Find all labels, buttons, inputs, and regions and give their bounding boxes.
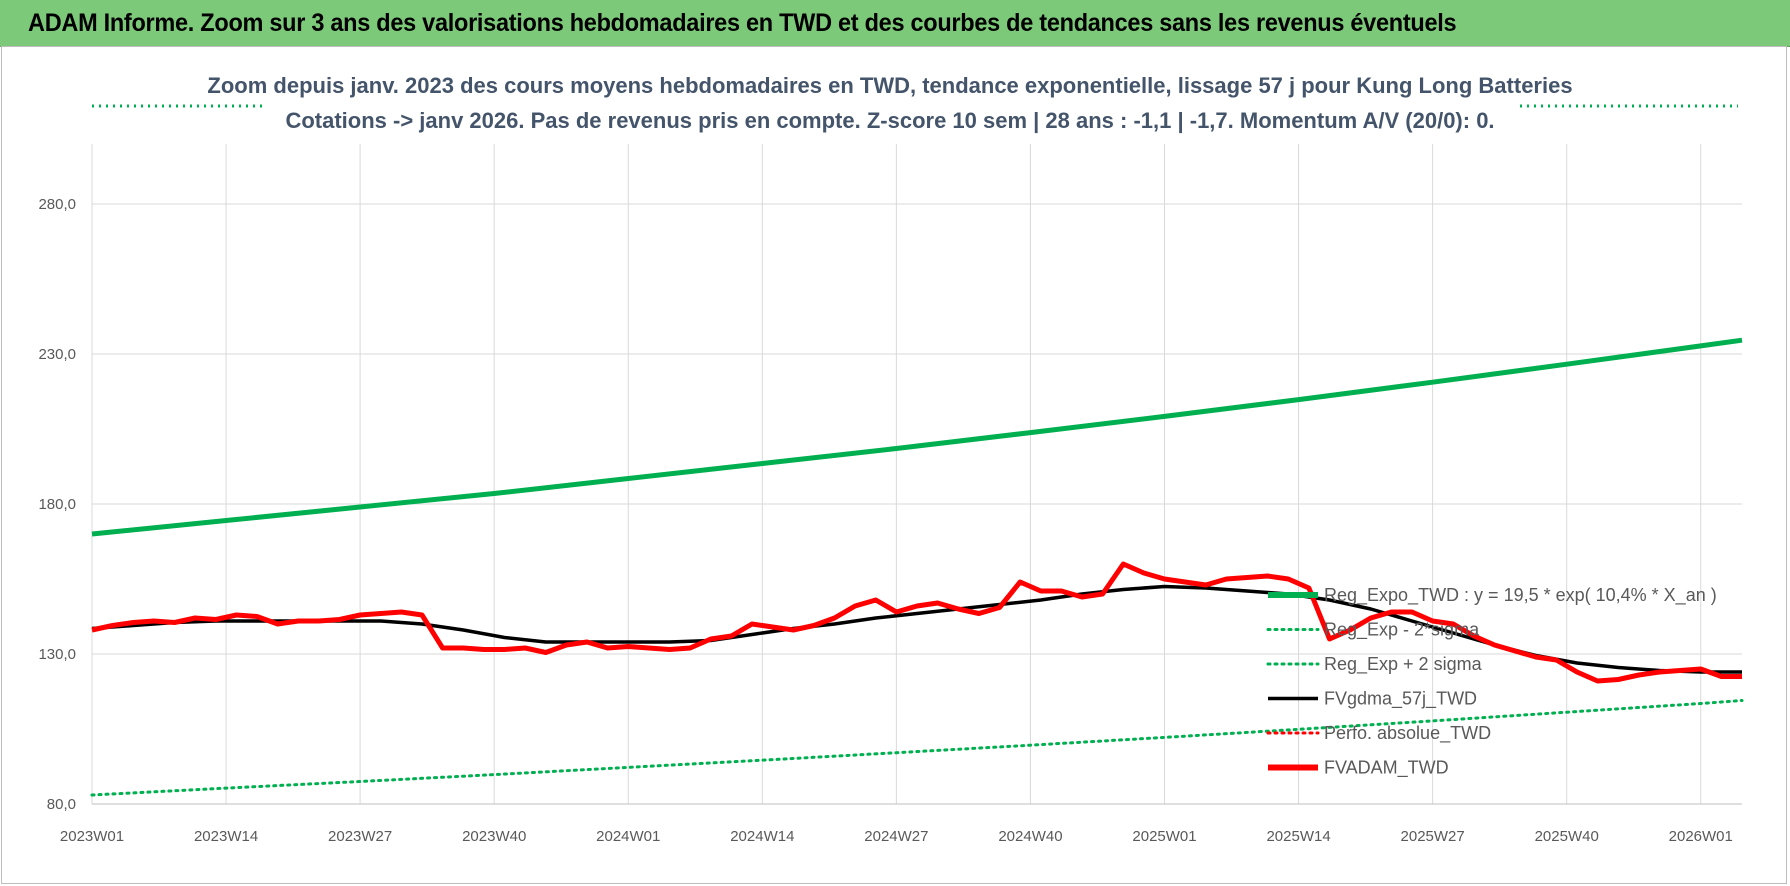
x-tick-label: 2023W14 (194, 828, 258, 845)
x-tick-label: 2024W14 (730, 828, 794, 845)
y-tick-label: 80,0 (47, 796, 76, 813)
x-tick-label: 2023W40 (462, 828, 526, 845)
chart-frame (1, 46, 1787, 884)
series-group (90, 337, 1744, 797)
series-line-reg-exp (90, 699, 1744, 797)
y-tick-label: 230,0 (38, 346, 76, 363)
y-tick-label: 130,0 (38, 646, 76, 663)
series-line-fvgdma-57j-twd (91, 584, 1742, 674)
legend-label: Reg_Exp - 2*sigma (1324, 620, 1480, 641)
legend-label: Perfo. absolue_TWD (1324, 723, 1491, 744)
x-tick-label: 2025W14 (1266, 828, 1330, 845)
x-tick-label: 2024W01 (596, 828, 660, 845)
x-tick-label: 2023W27 (328, 828, 392, 845)
header-bar: ADAM Informe. Zoom sur 3 ans des valoris… (0, 0, 1790, 47)
y-tick-label: 280,0 (38, 196, 76, 213)
legend-label: FVgdma_57j_TWD (1324, 689, 1477, 710)
legend-label: FVADAM_TWD (1324, 758, 1449, 779)
y-tick-label: 180,0 (38, 496, 76, 513)
chart-title-line-2: Cotations -> janv 2026. Pas de revenus p… (285, 108, 1494, 133)
x-tick-label: 2024W27 (864, 828, 928, 845)
series-line-reg-expo-twd (91, 337, 1743, 537)
x-tick-label: 2024W40 (998, 828, 1062, 845)
page-title: ADAM Informe. Zoom sur 3 ans des valoris… (28, 9, 1457, 37)
x-tick-label: 2025W27 (1401, 828, 1465, 845)
x-tick-label: 2023W01 (60, 828, 124, 845)
x-tick-label: 2026W01 (1669, 828, 1733, 845)
legend-label: Reg_Exp + 2 sigma (1324, 654, 1483, 675)
x-axis: 2023W01 2023W14 2023W27 2023W40 2024W01 2024W… (60, 828, 1733, 845)
legend-label: Reg_Expo_TWD : y = 19,5 * exp( 10,4% * X… (1324, 585, 1717, 606)
x-tick-label: 2025W01 (1132, 828, 1196, 845)
chart-title-line-1: Zoom depuis janv. 2023 des cours moyens … (207, 73, 1572, 98)
legend: Reg_Expo_TWD : y = 19,5 * exp( 10,4% * X… (1266, 585, 1717, 779)
x-tick-label: 2025W40 (1535, 828, 1599, 845)
gridlines (91, 144, 1742, 805)
y-axis: 80,0 130,0 180,0 230,0 280,0 (38, 196, 76, 813)
series-line-fvadam-twd (91, 561, 1742, 684)
